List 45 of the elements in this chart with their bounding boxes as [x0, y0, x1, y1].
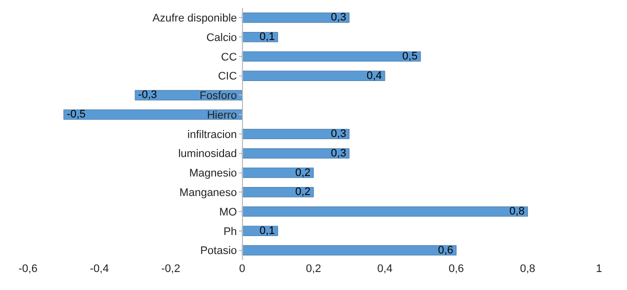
data-label: 0,8 — [509, 206, 525, 218]
data-label: 0,1 — [260, 224, 275, 237]
data-label: 0,2 — [295, 186, 310, 198]
x-tick-label: 0,4 — [377, 263, 393, 275]
data-label: 0,3 — [330, 12, 346, 24]
data-label: 0,5 — [402, 50, 418, 62]
y-tick-label: MO — [219, 206, 238, 218]
y-tick-label: Fosforo — [200, 90, 237, 102]
bar — [242, 148, 350, 158]
bar — [242, 70, 386, 81]
bar — [242, 51, 421, 62]
y-tick-label: Manganeso — [179, 187, 237, 199]
bar — [63, 110, 242, 120]
bar — [242, 12, 350, 23]
data-label: 0,6 — [438, 244, 454, 256]
y-tick-label: Hierro — [206, 109, 237, 122]
x-tick-label: -0,4 — [90, 263, 109, 275]
y-tick-label: Calcio — [206, 32, 237, 44]
bar — [242, 168, 314, 178]
x-tick-label: -0,6 — [18, 263, 38, 275]
data-label: -0,3 — [138, 89, 158, 102]
y-tick-label: CIC — [218, 70, 237, 83]
y-tick-label: Potasio — [200, 245, 237, 258]
x-tick-label: 0,8 — [520, 263, 536, 275]
x-tick-label: -0,2 — [161, 263, 180, 275]
y-tick-label: Ph — [223, 226, 237, 238]
data-label: 0,1 — [260, 31, 275, 44]
x-tick-label: 0,2 — [306, 263, 322, 275]
y-tick-label: infiltracion — [187, 128, 237, 141]
bar — [242, 128, 350, 140]
data-label: 0,3 — [330, 128, 346, 140]
y-tick-label: Magnesio — [189, 168, 237, 180]
data-label: 0,4 — [366, 70, 382, 82]
x-tick-label: 0,6 — [448, 263, 464, 275]
data-label: 0,3 — [330, 147, 346, 160]
x-tick-label: 0 — [239, 263, 246, 275]
data-label: -0,5 — [66, 108, 86, 121]
bar — [242, 245, 456, 256]
y-tick-label: Azufre disponible — [152, 12, 237, 25]
bar — [242, 187, 314, 198]
y-tick-label: CC — [221, 51, 237, 64]
bar — [242, 206, 528, 217]
data-label: 0,2 — [295, 166, 310, 179]
x-tick-label: 1 — [596, 263, 602, 275]
y-tick-label: luminosidad — [178, 148, 237, 160]
